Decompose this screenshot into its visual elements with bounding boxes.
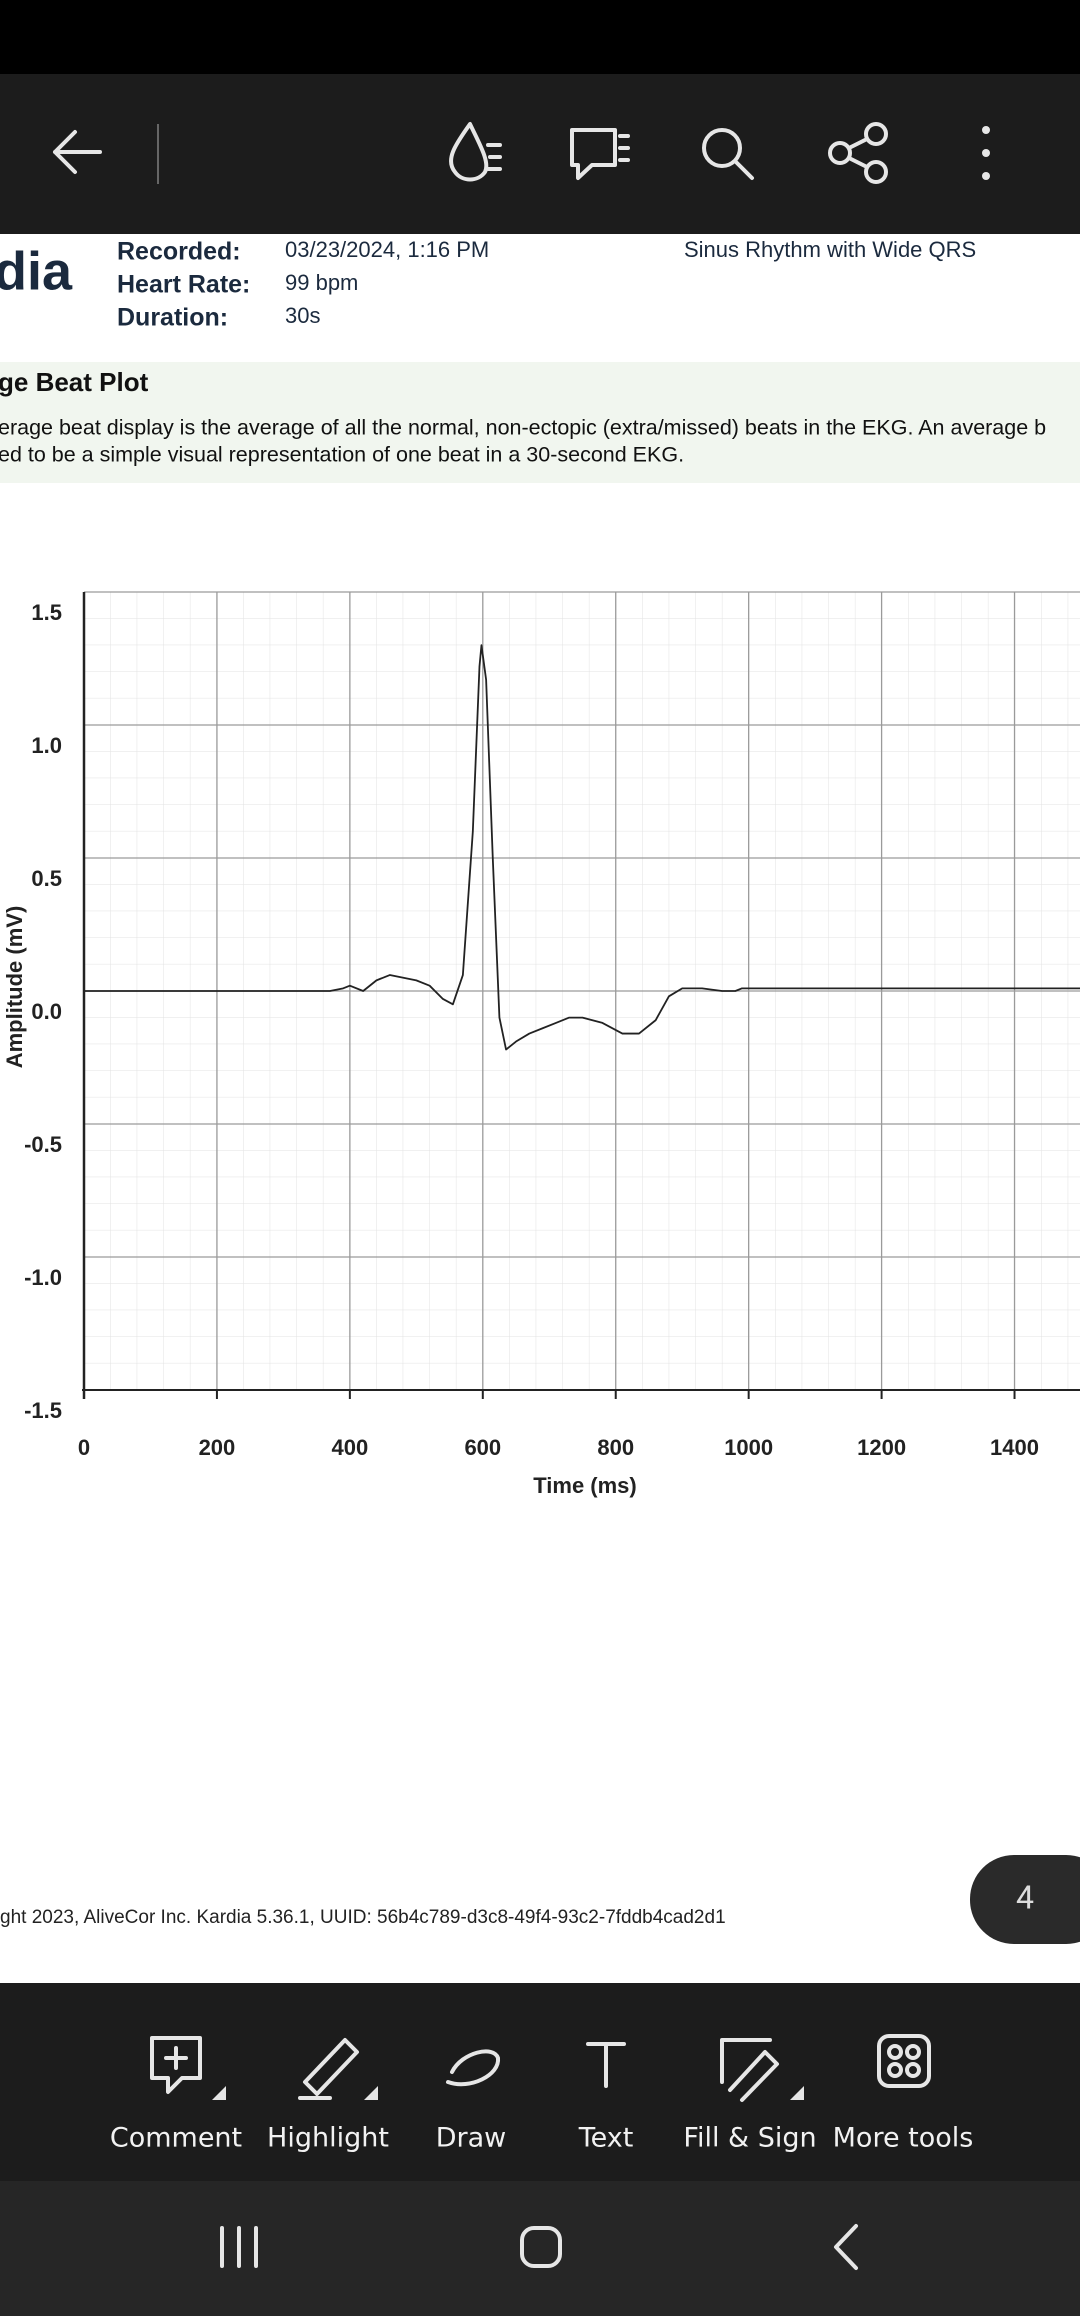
more-menu[interactable] — [982, 126, 990, 180]
field-value: 99 bpm — [285, 270, 358, 295]
y-axis-title: Amplitude (mV) — [2, 906, 27, 1069]
x-tick-label: 400 — [332, 1435, 369, 1460]
y-tick-label: -1.5 — [24, 1398, 62, 1423]
x-tick-label: 0 — [78, 1435, 90, 1460]
y-tick-label: 0.0 — [31, 999, 62, 1024]
report-title: dia — [0, 241, 73, 301]
y-tick-label: 1.5 — [31, 600, 62, 625]
section-text: ed to be a simple visual representation … — [0, 443, 684, 467]
read-aloud-icon[interactable] — [449, 122, 502, 182]
x-axis-title: Time (ms) — [533, 1473, 637, 1498]
x-tick-label: 200 — [199, 1435, 236, 1460]
recents-button[interactable] — [220, 2226, 258, 2268]
share-icon[interactable] — [828, 122, 888, 184]
back-button[interactable] — [53, 130, 102, 174]
x-tick-label: 600 — [464, 1435, 501, 1460]
comment-icon[interactable] — [150, 2036, 226, 2100]
tool-label[interactable]: Text — [578, 2123, 634, 2154]
y-tick-label: -0.5 — [24, 1132, 62, 1157]
draw-icon[interactable] — [446, 2049, 500, 2087]
page-number: 4 — [1016, 1878, 1034, 1916]
field-value: 03/23/2024, 1:16 PM — [285, 237, 489, 262]
footer: ght 2023, AliveCor Inc. Kardia 5.36.1, U… — [0, 1907, 726, 1928]
x-tick-label: 1000 — [724, 1435, 773, 1460]
page-badge — [970, 1855, 1080, 1944]
highlight-icon[interactable] — [298, 2038, 378, 2100]
section-band — [0, 362, 1080, 483]
more-tools-icon[interactable] — [877, 2034, 931, 2088]
rhythm: Sinus Rhythm with Wide QRS — [684, 237, 976, 262]
home-button[interactable] — [520, 2226, 562, 2268]
y-tick-label: 1.0 — [31, 733, 62, 758]
status-bar — [0, 0, 1080, 74]
x-tick-label: 800 — [597, 1435, 634, 1460]
tool-label[interactable]: Fill & Sign — [683, 2123, 816, 2154]
top-toolbar — [0, 74, 1080, 234]
x-tick-label: 1200 — [857, 1435, 906, 1460]
field-value: 30s — [285, 303, 320, 328]
x-tick-label: 1400 — [990, 1435, 1039, 1460]
tool-label[interactable]: Comment — [110, 2123, 242, 2154]
tool-label[interactable]: Highlight — [267, 2123, 389, 2154]
field-label: Duration: — [117, 304, 228, 332]
ekg-line — [84, 644, 1080, 1051]
search-icon[interactable] — [702, 128, 754, 180]
y-tick-label: -1.0 — [24, 1265, 62, 1290]
tool-label[interactable]: Draw — [436, 2123, 507, 2154]
ekg-chart: -1.5 -1.0 -0.5 0.0 0.5 1.0 1.5 0 200 400 600 800 100… — [2, 591, 1080, 1498]
nav-bar — [0, 2181, 1080, 2316]
text-icon[interactable] — [586, 2042, 626, 2088]
section-title: ge Beat Plot — [0, 367, 149, 397]
fill-sign-icon[interactable] — [720, 2038, 804, 2102]
y-tick-label: 0.5 — [31, 866, 62, 891]
section-text: erage beat display is the average of all… — [0, 416, 1046, 440]
field-label: Recorded: — [117, 238, 241, 266]
comments-icon[interactable] — [570, 128, 630, 180]
tool-label[interactable]: More tools — [833, 2123, 974, 2154]
back-nav-button[interactable] — [834, 2224, 858, 2270]
field-label: Heart Rate: — [117, 271, 250, 299]
